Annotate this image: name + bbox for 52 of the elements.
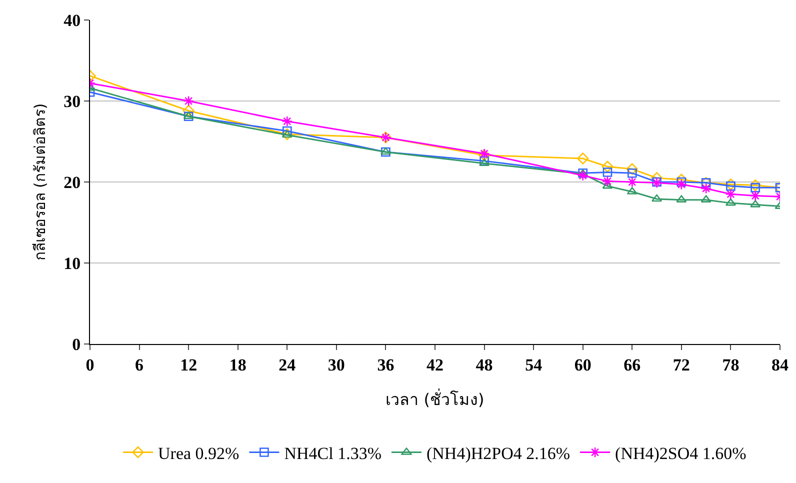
point xyxy=(282,130,292,138)
point xyxy=(479,158,490,166)
point xyxy=(282,116,293,127)
point xyxy=(602,181,613,189)
legend-label: NH4Cl 1.33% xyxy=(284,444,382,463)
point xyxy=(627,168,637,178)
point xyxy=(182,104,194,117)
point xyxy=(577,170,588,181)
point xyxy=(626,163,638,175)
x-tick-label: 84 xyxy=(772,355,789,374)
point xyxy=(750,179,762,192)
point xyxy=(750,190,761,202)
x-tick-label: 18 xyxy=(229,355,246,374)
point xyxy=(724,178,737,190)
x-tick-label: 30 xyxy=(328,355,345,374)
y-tick-label: 40 xyxy=(64,10,81,30)
y-tick-label: 30 xyxy=(64,92,81,111)
point xyxy=(726,181,736,191)
point xyxy=(602,168,612,177)
point xyxy=(750,183,760,192)
x-tick-label: 60 xyxy=(574,355,592,374)
point xyxy=(725,198,736,206)
x-tick-label: 66 xyxy=(624,355,641,374)
x-tick-label: 54 xyxy=(525,355,543,374)
x-tick-label: 12 xyxy=(180,355,198,374)
x-tick-label: 42 xyxy=(426,355,444,374)
point xyxy=(626,176,638,188)
point xyxy=(183,96,194,106)
legend-label: Urea 0.92% xyxy=(158,444,240,463)
y-axis-title: กลีเซอรอล (กรัมต่อลิตร) xyxy=(30,103,49,261)
x-tick-label: 6 xyxy=(135,355,144,374)
point xyxy=(577,152,589,164)
y-tick-label: 10 xyxy=(64,254,81,273)
point xyxy=(700,183,712,194)
x-tick-label: 0 xyxy=(86,355,94,374)
x-tick-label: 36 xyxy=(377,355,394,374)
y-tick-label: 0 xyxy=(72,334,81,354)
x-tick-label: 24 xyxy=(278,355,296,374)
legend-label: (NH4)2SO4 1.60% xyxy=(615,444,746,463)
point xyxy=(676,177,686,187)
x-tick-label: 72 xyxy=(672,355,690,374)
point xyxy=(725,188,736,200)
point xyxy=(652,194,662,202)
x-tick-label: 78 xyxy=(722,355,740,374)
x-tick-label: 48 xyxy=(476,355,493,374)
point xyxy=(281,128,293,140)
legend-label: (NH4)H2PO4 2.16% xyxy=(426,444,570,463)
point xyxy=(602,160,614,172)
y-tick-label: 20 xyxy=(64,172,81,192)
point xyxy=(602,176,613,187)
point xyxy=(676,178,687,190)
x-axis-title: เวลา (ชั่วโมง) xyxy=(386,388,484,410)
